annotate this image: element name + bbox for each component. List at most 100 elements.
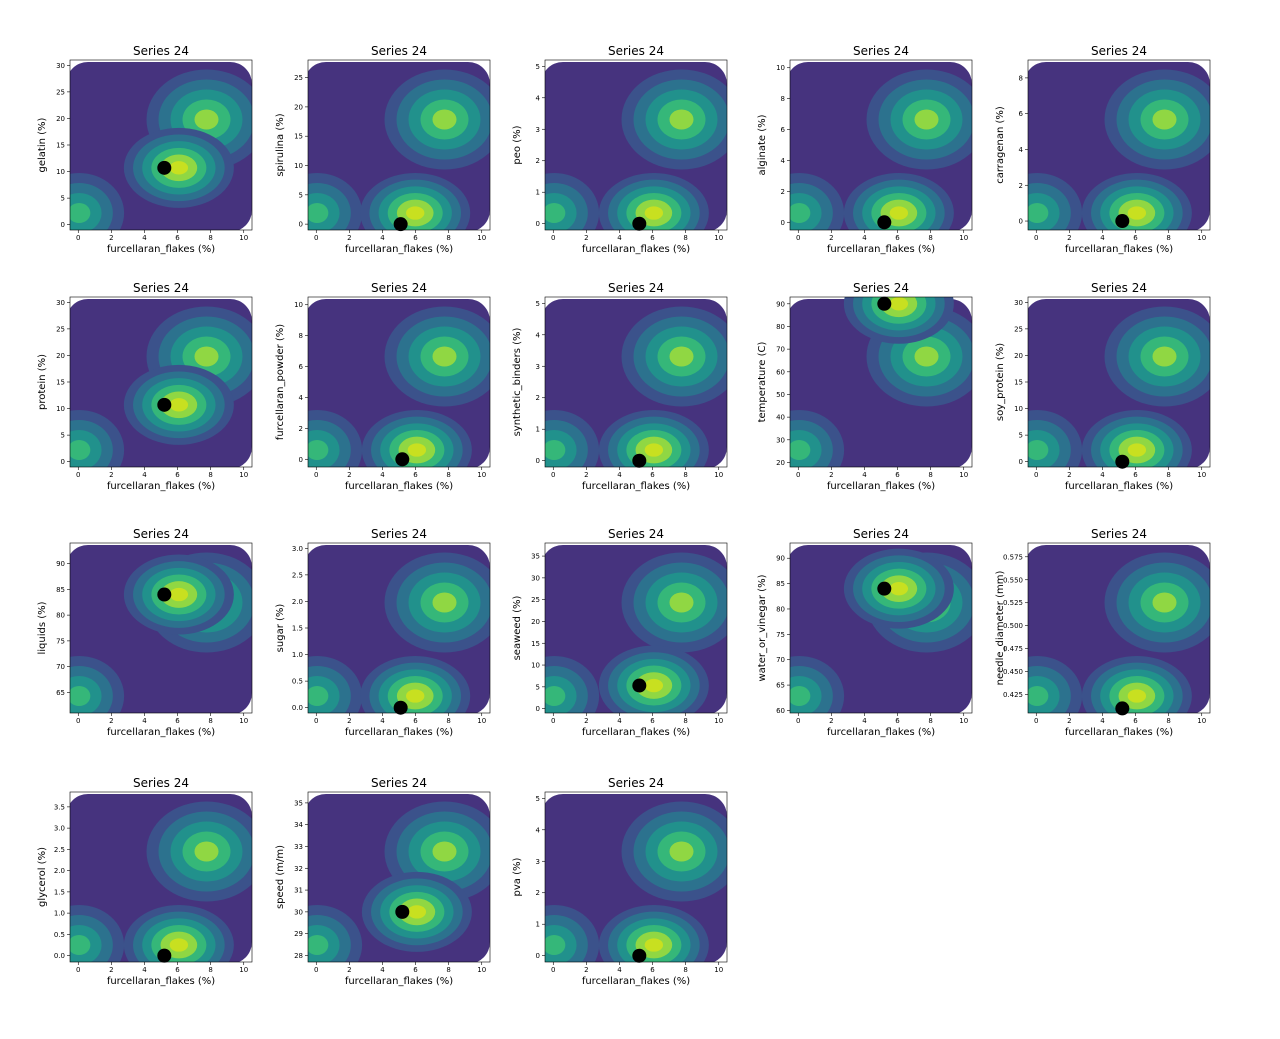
y-tick-label: 15: [294, 133, 303, 141]
x-tick-label: 0: [1034, 234, 1038, 242]
y-tick-label: 5: [1019, 432, 1023, 440]
x-axis-label: furcellaran_flakes (%): [582, 244, 690, 255]
density-contours: [545, 299, 727, 467]
x-tick-label: 10: [1197, 717, 1206, 725]
x-tick-label: 6: [1133, 234, 1138, 242]
x-tick-label: 6: [413, 234, 418, 242]
y-tick-label: 20: [531, 618, 540, 626]
x-tick-label: 4: [142, 471, 147, 479]
y-tick-label: 4: [536, 826, 541, 834]
y-tick-label: 50: [776, 391, 785, 399]
y-tick-label: 2.5: [54, 846, 65, 854]
density-contours: [790, 545, 972, 713]
y-tick-label: 2.0: [54, 867, 65, 875]
y-tick-label: 0: [1019, 218, 1023, 226]
y-tick-label: 31: [294, 887, 303, 895]
y-tick-label: 0: [299, 221, 303, 229]
density-level: [169, 587, 189, 602]
x-axis-label: furcellaran_flakes (%): [1065, 481, 1173, 492]
x-tick-label: 6: [1133, 717, 1138, 725]
y-tick-label: 3.0: [292, 545, 303, 553]
x-tick-label: 2: [109, 471, 113, 479]
x-axis-label: furcellaran_flakes (%): [582, 727, 690, 738]
y-tick-label: 0: [536, 457, 540, 465]
y-axis-label: temperature (C): [757, 341, 768, 422]
subplot-title: Series 24: [133, 527, 189, 541]
x-tick-label: 6: [175, 234, 180, 242]
y-tick-label: 30: [294, 908, 303, 916]
x-tick-label: 2: [109, 717, 113, 725]
y-tick-label: 33: [294, 843, 303, 851]
y-tick-label: 0.5: [54, 931, 65, 939]
density-level: [1127, 689, 1147, 703]
y-tick-label: 80: [776, 605, 785, 613]
data-point: [393, 217, 408, 232]
x-tick-label: 8: [446, 234, 450, 242]
x-tick-label: 0: [314, 717, 318, 725]
y-tick-label: 1.0: [292, 651, 303, 659]
y-tick-label: 15: [1014, 379, 1023, 387]
x-tick-label: 4: [617, 966, 622, 974]
x-tick-label: 0: [76, 471, 80, 479]
density-contours: [1028, 545, 1210, 713]
y-tick-label: 70: [776, 656, 785, 664]
x-tick-label: 6: [650, 717, 655, 725]
density-level: [545, 935, 566, 955]
density-level: [70, 440, 91, 460]
x-tick-label: 0: [551, 717, 555, 725]
density-level: [669, 592, 694, 613]
y-tick-label: 1.5: [292, 625, 303, 633]
y-tick-label: 1: [536, 189, 540, 197]
x-tick-label: 2: [584, 234, 588, 242]
density-level: [308, 203, 329, 223]
density-contours: [308, 545, 490, 713]
y-tick-label: 15: [56, 379, 65, 387]
x-tick-label: 8: [1166, 234, 1170, 242]
density-level: [432, 109, 457, 130]
x-tick-label: 4: [617, 234, 622, 242]
x-tick-label: 4: [617, 717, 622, 725]
x-tick-label: 4: [1100, 234, 1105, 242]
y-tick-label: 80: [776, 323, 785, 331]
y-tick-label: 65: [776, 682, 785, 690]
data-point: [1115, 454, 1130, 469]
y-tick-label: 35: [531, 553, 540, 561]
x-tick-label: 0: [76, 234, 80, 242]
density-contours: [790, 297, 972, 467]
plot-frame: [789, 296, 973, 468]
data-point: [632, 453, 647, 468]
x-axis-label: furcellaran_flakes (%): [827, 244, 935, 255]
y-tick-label: 4: [299, 394, 304, 402]
density-level: [194, 841, 219, 862]
x-tick-label: 0: [1034, 471, 1038, 479]
y-tick-label: 25: [56, 325, 65, 333]
data-point: [157, 587, 172, 602]
plot-frame: [69, 542, 253, 714]
y-axis-label: carragenan (%): [995, 106, 1006, 184]
x-tick-label: 10: [714, 717, 723, 725]
x-tick-label: 2: [109, 966, 113, 974]
y-tick-label: 5: [61, 432, 65, 440]
y-tick-label: 3: [536, 363, 540, 371]
y-axis-label: seaweed (%): [512, 596, 523, 661]
x-tick-label: 8: [208, 471, 212, 479]
y-tick-label: 2: [536, 157, 540, 165]
x-tick-label: 6: [175, 966, 180, 974]
x-tick-label: 8: [208, 717, 212, 725]
y-axis-label: sugar (%): [275, 604, 286, 653]
y-tick-label: 10: [294, 162, 303, 170]
density-level: [669, 346, 694, 367]
x-tick-label: 2: [829, 717, 833, 725]
y-tick-label: 30: [56, 299, 65, 307]
x-axis-label: furcellaran_flakes (%): [582, 481, 690, 492]
density-level: [432, 346, 457, 367]
data-point: [632, 948, 647, 963]
y-tick-label: 34: [294, 821, 303, 829]
y-tick-label: 0.475: [1003, 645, 1023, 653]
y-tick-label: 85: [56, 586, 65, 594]
data-point: [157, 160, 172, 175]
plot-frame: [789, 59, 973, 231]
y-axis-label: peo (%): [512, 125, 523, 164]
y-tick-label: 6: [299, 363, 304, 371]
